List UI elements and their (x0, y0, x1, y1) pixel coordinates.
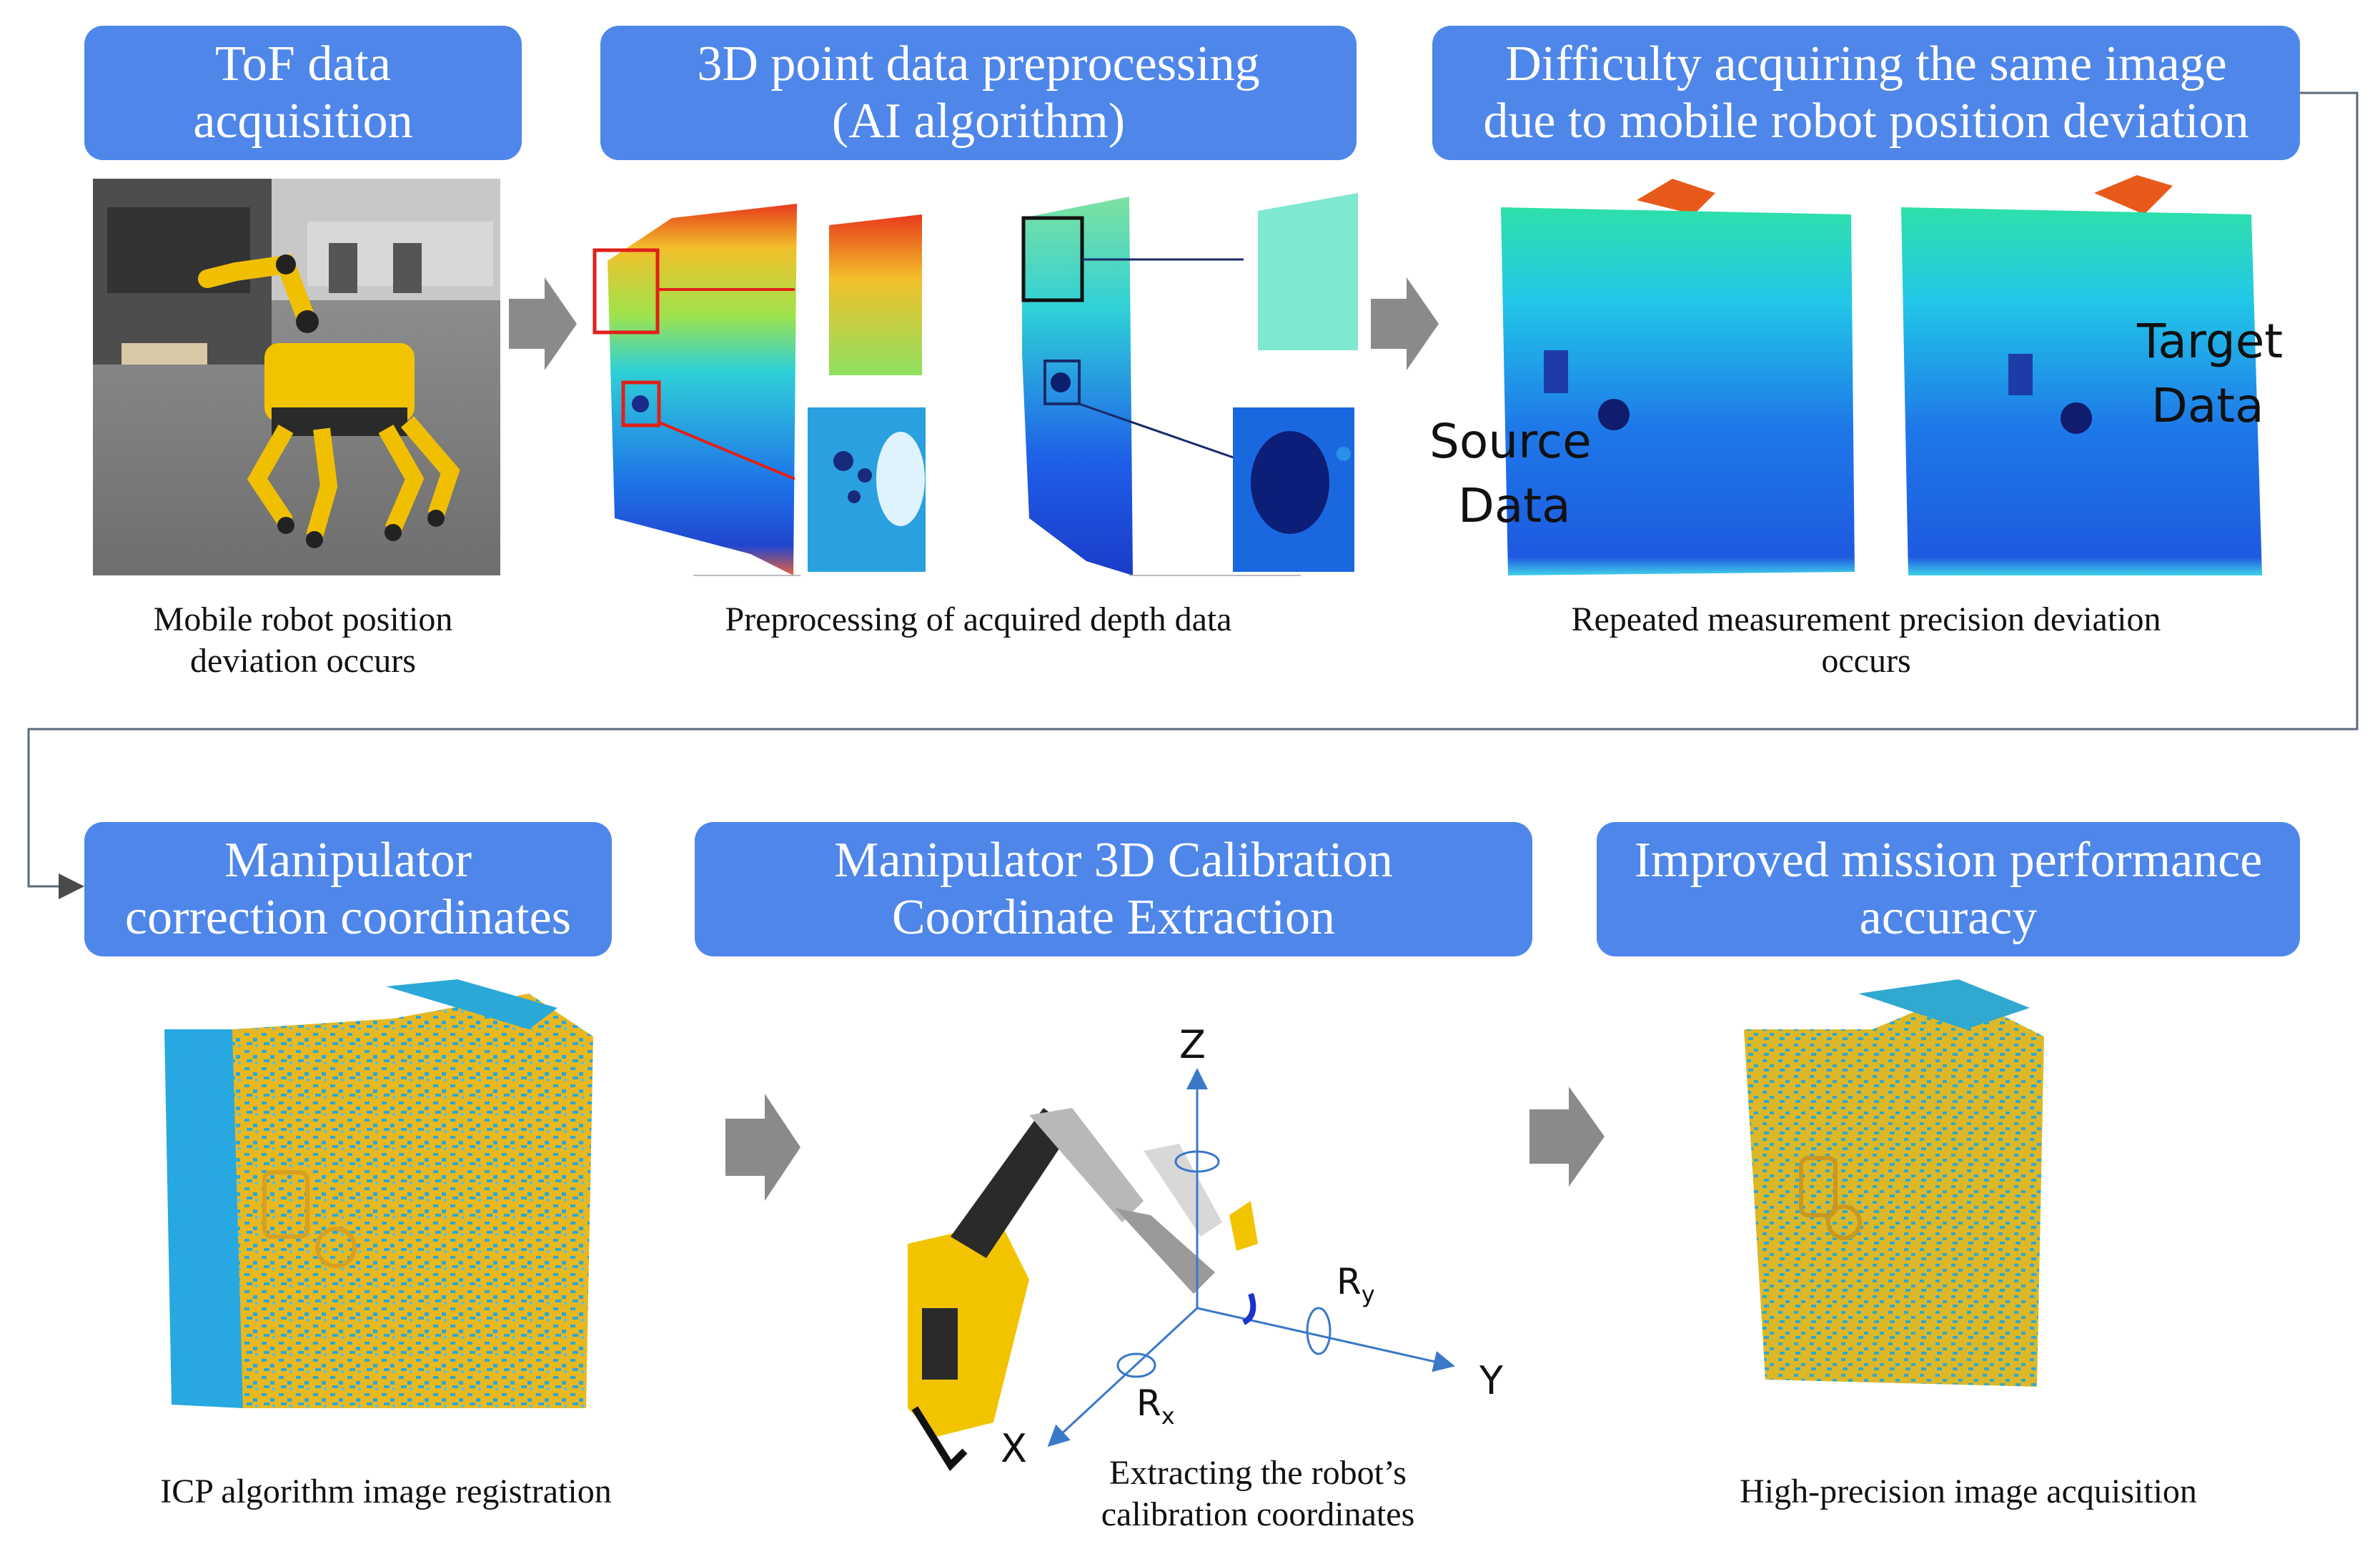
step4-title-box: Manipulator correction coordinates (84, 822, 612, 956)
rotation-y-label: Ry (1337, 1261, 1375, 1308)
step5-title-box: Manipulator 3D Calibration Coordinate Ext… (695, 822, 1532, 956)
step5-caption: Extracting the robot’s calibration coordi… (1015, 1453, 1501, 1535)
step1-caption-line1: Mobile robot position (153, 600, 453, 638)
source-data-label-line1: Source (1429, 414, 1592, 469)
step1-caption-line2: deviation occurs (190, 642, 416, 680)
step2-title-line2: (AI algorithm) (831, 94, 1126, 149)
flow-arrow-4 (1529, 1087, 1605, 1187)
target-data-label-line2: Data (2151, 378, 2264, 433)
icp-registration-image (164, 979, 593, 1408)
step4-title-line2: correction coordinates (125, 890, 571, 945)
step3-caption-line2: occurs (1821, 642, 1911, 680)
step3-title-line1: Difficulty acquiring the same image (1505, 36, 2227, 91)
flow-arrow-3 (725, 1094, 800, 1201)
step6-title-line1: Improved mission performance (1634, 833, 2263, 888)
step1-title-line1: ToF data (215, 36, 391, 91)
step4-caption: ICP algorithm image registration (160, 1473, 612, 1510)
target-data-label-line1: Target (2136, 314, 2283, 369)
step5-title-line2: Coordinate Extraction (891, 890, 1336, 945)
step3-title-line2: due to mobile robot position deviation (1483, 94, 2249, 149)
step1-title-box: ToF data acquisition (84, 26, 522, 160)
robot-photo (93, 179, 500, 575)
step5-caption-line2: calibration coordinates (1101, 1495, 1415, 1533)
step6-caption: High-precision image acquisition (1740, 1473, 2197, 1510)
rotation-x-label: Rx (1136, 1382, 1175, 1430)
high-precision-image (1744, 979, 2044, 1387)
step1-title-line2: acquisition (193, 94, 413, 149)
axis-x-label: X (1001, 1426, 1027, 1471)
step6-title-box: Improved mission performance accuracy (1597, 822, 2300, 956)
flow-arrow-2 (1371, 277, 1439, 370)
step3-caption: Repeated measurement precision deviation… (1432, 599, 2300, 682)
step2-title-line1: 3D point data preprocessing (697, 36, 1260, 91)
step5-caption-line1: Extracting the robot’s (1109, 1454, 1407, 1492)
axis-z-label: Z (1179, 1022, 1206, 1067)
step4-title-line1: Manipulator (224, 833, 472, 888)
step1-caption: Mobile robot position deviation occurs (84, 599, 522, 682)
step2-title-box: 3D point data preprocessing (AI algorithm… (600, 26, 1357, 160)
source-target-image: Source Data Target Data (1429, 175, 2283, 575)
step6-title-line2: accuracy (1859, 890, 2038, 945)
depth-data-image (592, 193, 1358, 576)
step5-title-line1: Manipulator 3D Calibration (834, 833, 1393, 888)
axis-y-label: Y (1479, 1358, 1504, 1403)
step3-title-box: Difficulty acquiring the same image due t… (1432, 26, 2300, 160)
manipulator-axes-image: Z Y X Rx Ry (908, 1022, 1504, 1471)
step3-caption-line1: Repeated measurement precision deviation (1571, 600, 2161, 638)
source-data-label-line2: Data (1458, 478, 1571, 533)
step2-caption: Preprocessing of acquired depth data (725, 600, 1232, 638)
flow-arrow-1 (509, 277, 577, 370)
